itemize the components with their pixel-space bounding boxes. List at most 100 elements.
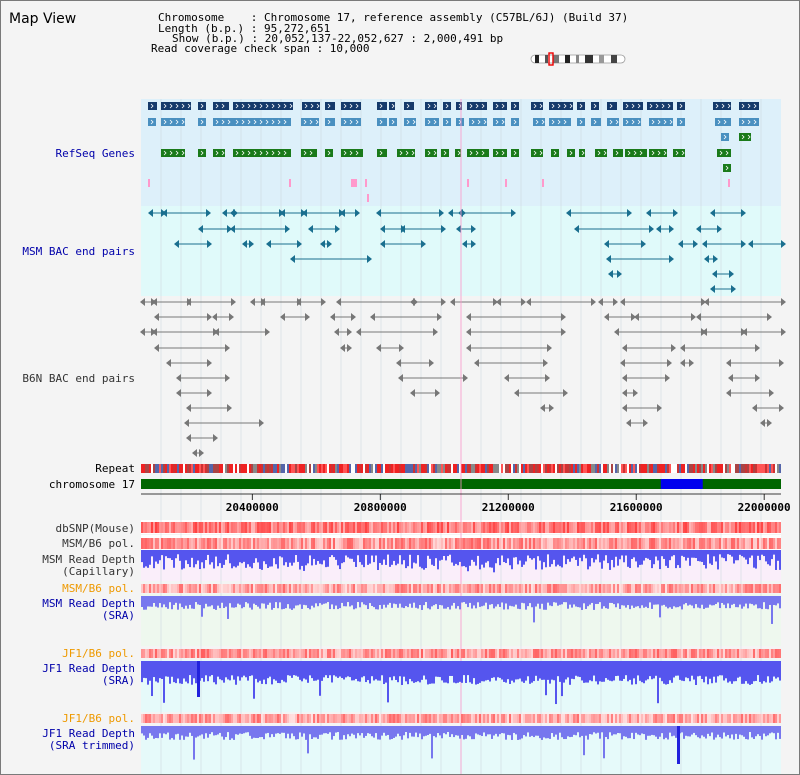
jf1-b6-pol-trimmed-cell xyxy=(397,714,399,723)
view-title: Map View xyxy=(9,11,77,27)
jf1-trimmed-depth-bar xyxy=(319,726,321,735)
msm-b6-pol-cell xyxy=(459,538,461,549)
jf1-read-depth-trimmed-sublabel[interactable]: (SRA trimmed) xyxy=(48,739,135,752)
msm-sra-depth-bar xyxy=(145,596,147,610)
msm-bac-label[interactable]: MSM BAC end pairs xyxy=(22,245,135,258)
jf1-sra-depth-bar xyxy=(253,661,255,699)
msm-b6-pol-cell xyxy=(641,538,643,549)
msm-sra-depth-bar xyxy=(399,596,401,604)
msm-capillary-depth-bar xyxy=(339,550,341,570)
msm-capillary-depth-bar xyxy=(143,550,145,568)
msm-b6-pol-cell xyxy=(259,538,261,549)
msm-sra-depth-bar xyxy=(511,596,513,607)
dbsnp-cell xyxy=(287,522,289,533)
b6n-bac-pair-end xyxy=(526,298,531,306)
jf1-b6-pol-trimmed-cell xyxy=(735,714,737,723)
msm-b6-pol-cell xyxy=(261,538,263,549)
jf1-b6-pol-cell xyxy=(229,649,231,658)
msm-read-depth-sra-sublabel[interactable]: (SRA) xyxy=(101,609,135,622)
refseq-gene xyxy=(443,118,451,126)
msm-sra-depth-bar xyxy=(265,596,267,609)
jf1-b6-pol-cell xyxy=(475,649,477,658)
dbsnp-cell xyxy=(357,522,359,533)
repeat-segment xyxy=(625,464,627,473)
msm-capillary-depth-bar xyxy=(151,550,153,557)
msm-capillary-depth-bar xyxy=(535,550,537,570)
jf1-sra-depth-bar xyxy=(423,661,425,676)
msm-sra-depth-bar xyxy=(443,596,445,609)
msm-read-depth-sra-label[interactable]: MSM Read Depth xyxy=(42,597,135,610)
jf1-sra-depth-bar xyxy=(711,661,713,684)
b6n-bac-pair-end xyxy=(321,298,326,306)
msm-b6-pol-cell xyxy=(717,538,719,549)
dbsnp-cell xyxy=(255,522,257,533)
msm-sra-depth-bar xyxy=(589,596,591,605)
chromosome-ideogram[interactable] xyxy=(529,52,629,66)
repeat-segment xyxy=(689,464,691,473)
jf1-b6-pol-cell xyxy=(193,649,195,658)
jf1-b6-pol-cell xyxy=(635,649,637,658)
msm-capillary-depth-bar xyxy=(397,550,399,564)
jf1-sra-depth-bar xyxy=(561,661,563,697)
jf1-trimmed-depth-bar xyxy=(605,726,607,737)
msm-capillary-depth-bar xyxy=(405,550,407,569)
repeat-segment xyxy=(519,464,521,473)
b6n-bac-pair-end xyxy=(437,313,442,321)
jf1-sra-depth-bar xyxy=(291,661,293,678)
jf1-b6-pol-cell xyxy=(439,649,441,658)
dbsnp-cell xyxy=(267,522,269,533)
refseq-gene xyxy=(723,164,731,172)
msm-bac-pair-end xyxy=(717,225,722,233)
jf1-b6-pol-trimmed-cell xyxy=(437,714,439,723)
jf1-read-depth-trimmed-label[interactable]: JF1 Read Depth xyxy=(42,727,135,740)
msm-b6-pol-cell xyxy=(643,538,645,549)
msm-b6-pol-sra-cell xyxy=(367,584,369,593)
dbsnp-cell xyxy=(565,522,567,533)
dbsnp-cell xyxy=(239,522,241,533)
jf1-trimmed-depth-bar xyxy=(291,726,293,734)
jf1-trimmed-depth-bar xyxy=(153,726,155,739)
dbsnp-cell xyxy=(523,522,525,533)
jf1-b6-pol-trimmed-cell xyxy=(583,714,585,723)
msm-b6-pol-cell xyxy=(349,538,351,549)
msm-b6-pol-cell xyxy=(189,538,191,549)
msm-sra-depth-bar xyxy=(211,596,213,606)
dbsnp-cell xyxy=(411,522,413,533)
msm-sra-depth-bar xyxy=(337,596,339,610)
jf1-trimmed-depth-bar xyxy=(727,726,729,735)
msm-sra-depth-bar xyxy=(313,596,315,608)
msm-sra-depth-bar xyxy=(349,596,351,607)
refseq-gene xyxy=(455,149,461,157)
jf1-sra-depth-bar xyxy=(227,661,229,680)
jf1-read-depth-sublabel[interactable]: (SRA) xyxy=(101,674,135,687)
msm-sra-depth-bar xyxy=(343,596,345,607)
msm-b6-pol-cell xyxy=(207,538,209,549)
jf1-b6-pol-trimmed-cell xyxy=(731,714,733,723)
dbsnp-cell xyxy=(443,522,445,533)
msm-b6-pol-sra-cell xyxy=(733,584,735,593)
repeat-segment xyxy=(401,464,403,473)
jf1-b6-pol-cell xyxy=(773,649,775,658)
msm-b6-pol-sra-cell xyxy=(289,584,291,593)
gene-strand-mark xyxy=(675,150,679,156)
gene-strand-mark xyxy=(719,150,723,156)
msm-capillary-depth-bar xyxy=(387,550,389,555)
jf1-trimmed-depth-bar xyxy=(551,726,553,734)
msm-b6-pol-cell xyxy=(585,538,587,549)
msm-capillary-depth-bar xyxy=(411,550,413,569)
jf1-b6-pol-trimmed-cell xyxy=(203,714,205,723)
msm-sra-depth-bar xyxy=(233,596,235,608)
refseq-genes-label[interactable]: RefSeq Genes xyxy=(55,147,135,160)
jf1-read-depth-label[interactable]: JF1 Read Depth xyxy=(42,662,135,675)
msm-b6-pol-cell xyxy=(735,538,737,549)
dbsnp-cell xyxy=(559,522,561,533)
msm-b6-pol-cell xyxy=(765,538,767,549)
refseq-gene xyxy=(469,118,487,126)
dbsnp-cell xyxy=(353,522,355,533)
jf1-b6-pol-trimmed-cell xyxy=(327,714,329,723)
refseq-gene xyxy=(591,102,599,110)
jf1-trimmed-depth-bar xyxy=(333,726,335,737)
refseq-gene xyxy=(301,118,319,126)
dbsnp-cell xyxy=(667,522,669,533)
